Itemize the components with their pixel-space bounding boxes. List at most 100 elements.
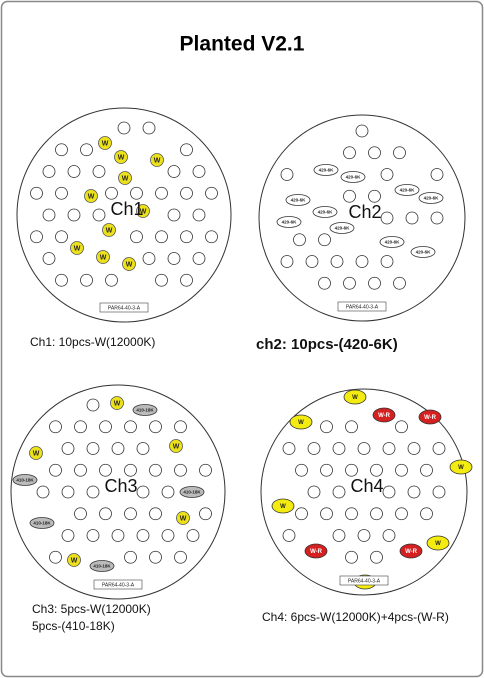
led-white [98, 136, 112, 150]
led [30, 186, 43, 200]
led [111, 529, 125, 542]
led [155, 273, 168, 287]
led-oval [179, 486, 205, 498]
led-oval [372, 407, 396, 423]
led-oval [399, 543, 423, 559]
led [393, 276, 406, 290]
led-label: W [100, 254, 107, 261]
led-label: 410-18K [93, 564, 111, 569]
led [55, 230, 68, 244]
led [432, 442, 446, 455]
led [320, 420, 333, 434]
led [99, 507, 112, 521]
led [80, 143, 93, 157]
led [368, 146, 381, 160]
caption: Ch4: 6pcs-W(12000K)+4pcs-(W-R) [262, 610, 449, 624]
led [61, 442, 75, 455]
led [136, 529, 150, 542]
led [318, 233, 331, 247]
led [42, 208, 56, 222]
led [380, 211, 394, 225]
led-label: W [458, 465, 464, 471]
led-white [169, 439, 183, 453]
led [180, 230, 193, 244]
led [430, 211, 444, 225]
led [307, 442, 321, 455]
led-oval [394, 184, 420, 196]
led-oval [449, 459, 473, 475]
led [55, 186, 68, 200]
led [124, 420, 137, 434]
led-oval [410, 246, 436, 258]
led [167, 252, 181, 265]
led [167, 208, 181, 222]
led [332, 485, 346, 499]
caption: ch2: 10pcs-(420-6K) [256, 336, 398, 353]
led [86, 485, 100, 499]
led [282, 529, 296, 542]
led-label: W [74, 245, 81, 252]
led-label: 410-18K [183, 490, 201, 495]
led [180, 143, 193, 157]
led [174, 550, 187, 564]
channel-label: Ch1 [110, 199, 143, 219]
led-label: W [140, 208, 147, 215]
led-label: W [106, 227, 113, 234]
board-label: PAR64-40-3-A [108, 305, 141, 311]
led [205, 230, 218, 244]
board-label-box [99, 302, 149, 313]
led [293, 233, 306, 247]
led [130, 230, 143, 244]
led [30, 230, 43, 244]
led-oval [276, 216, 302, 228]
led [382, 529, 396, 542]
led-label: 420-6K [318, 210, 334, 215]
led-label: 410-18K [136, 408, 154, 413]
led [180, 186, 193, 200]
board-outline [258, 114, 466, 322]
led [320, 507, 333, 521]
led [382, 442, 396, 455]
led-white [67, 553, 81, 567]
led-oval [379, 236, 405, 248]
led [382, 485, 396, 499]
led-label: 410-18K [33, 521, 51, 526]
led [199, 463, 212, 477]
led-oval [312, 206, 338, 218]
led [74, 463, 87, 477]
led-oval [418, 409, 442, 425]
led-label: W [352, 395, 358, 401]
led [357, 442, 371, 455]
led-label: 420-6K [385, 240, 401, 245]
led [74, 420, 87, 434]
board-label-box [339, 575, 389, 586]
led [55, 143, 68, 157]
led [282, 442, 296, 455]
led [345, 550, 358, 564]
led [149, 463, 162, 477]
board-label: PAR64-40-3-A [346, 304, 379, 310]
led [370, 550, 383, 564]
led-label: 420-6K [291, 198, 307, 203]
led-label: 420-6K [282, 220, 298, 225]
led [395, 507, 408, 521]
led [136, 442, 150, 455]
led [186, 529, 200, 542]
led-oval [271, 498, 295, 514]
led [345, 507, 358, 521]
led [330, 255, 344, 268]
led [199, 507, 212, 521]
board-label: PAR64-40-3-A [102, 582, 135, 588]
channel-label: Ch2 [348, 202, 381, 222]
led [155, 230, 168, 244]
led [432, 485, 446, 499]
caption: Ch1: 10pcs-W(12000K) [30, 335, 155, 349]
led-white [122, 257, 136, 271]
led [295, 463, 308, 477]
led-label: W [71, 557, 78, 564]
led [393, 146, 406, 160]
led [370, 507, 383, 521]
led [136, 485, 150, 499]
board-label: PAR64-40-3-A [348, 578, 381, 584]
led-label: 420-6K [346, 175, 362, 180]
